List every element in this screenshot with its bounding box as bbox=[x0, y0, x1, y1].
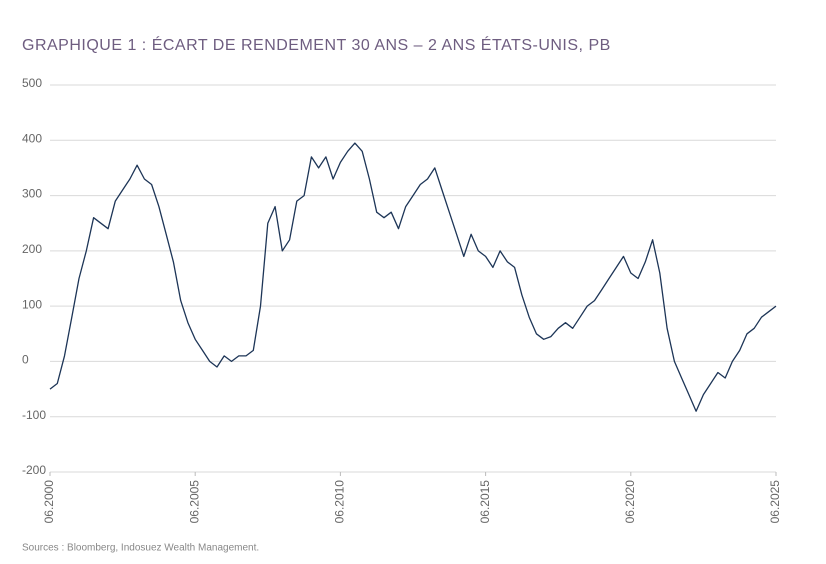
x-tick-label: 06.2025 bbox=[768, 480, 782, 524]
x-tick-label: 06.2005 bbox=[187, 480, 201, 524]
y-tick-label: 400 bbox=[22, 131, 42, 145]
line bbox=[49, 142, 777, 412]
source: Sources : Bloomberg, Indosuez Wealth Man… bbox=[22, 543, 259, 554]
y-tick-label: 100 bbox=[22, 297, 42, 311]
x-tick-label: 06.2020 bbox=[623, 480, 637, 524]
y-tick-label: -200 bbox=[22, 463, 46, 477]
chart-title: GRAPHIQUE 1 : ÉCART DE RENDEMENT 30 ANS … bbox=[22, 35, 611, 54]
x-tick-label: 06.2010 bbox=[333, 480, 347, 524]
x-tick-label: 06.2015 bbox=[478, 480, 492, 524]
x-tick-label: 06.2000 bbox=[42, 480, 56, 524]
y-tick-label: 0 bbox=[22, 353, 29, 367]
y-tick-label: -100 bbox=[22, 408, 46, 422]
y-tick-label: 500 bbox=[22, 76, 42, 90]
y-tick-label: 200 bbox=[22, 242, 42, 256]
y-tick-label: 300 bbox=[22, 187, 42, 201]
